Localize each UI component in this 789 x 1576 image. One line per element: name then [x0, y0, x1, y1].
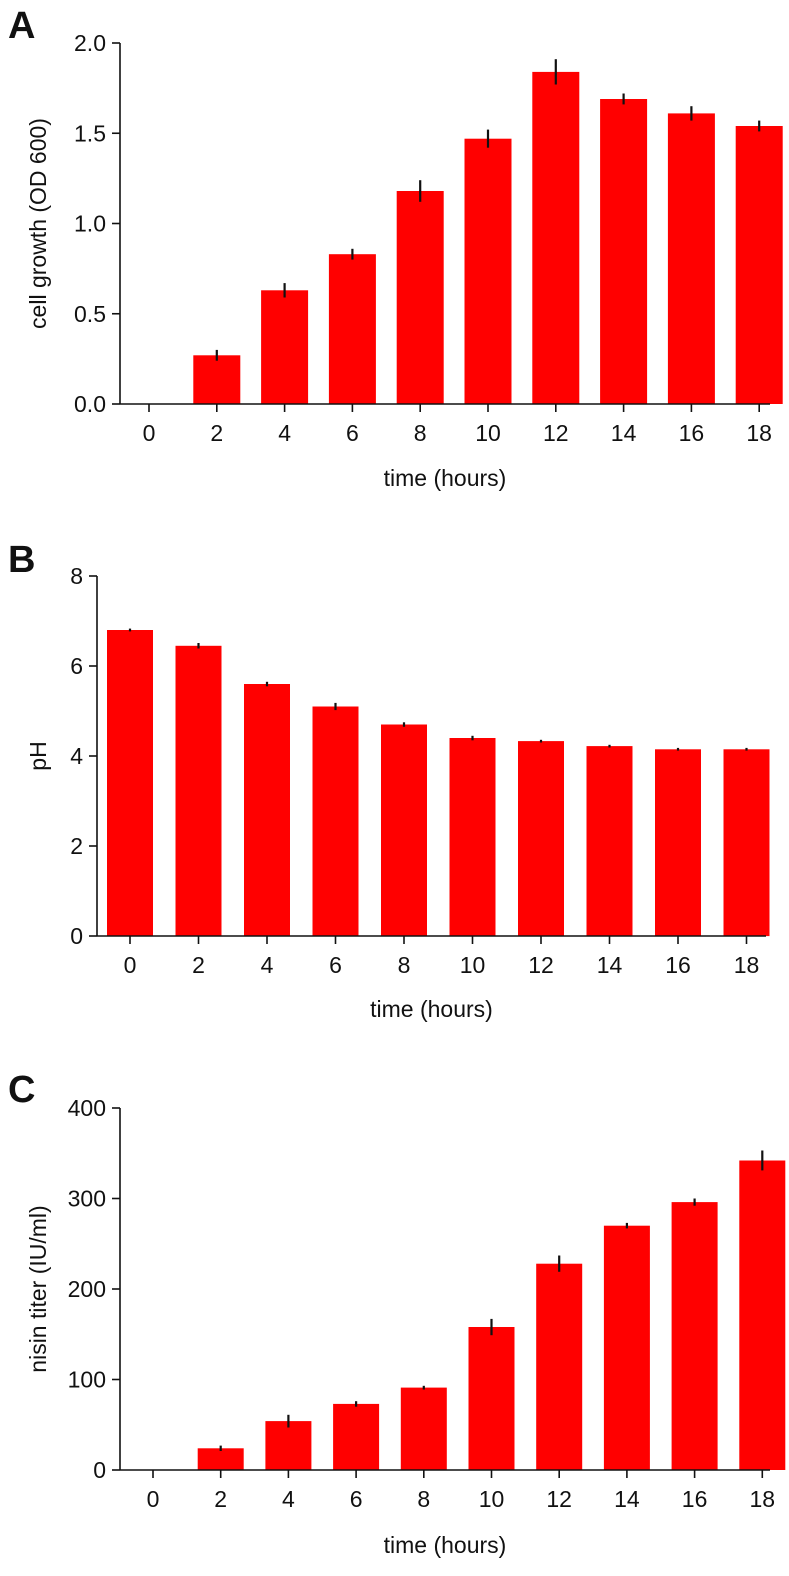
x-tick-label: 18: [750, 1486, 776, 1512]
x-tick-label: 4: [278, 420, 291, 446]
bar-12h: [536, 1263, 583, 1470]
x-tick-label: 16: [665, 952, 691, 978]
y-tick-label: 1.0: [74, 211, 106, 237]
panel-letter: B: [8, 539, 35, 581]
bar-10h: [449, 738, 496, 936]
bar-8h: [400, 1387, 447, 1470]
x-tick-label: 16: [682, 1486, 708, 1512]
x-tick-label: 18: [734, 952, 760, 978]
bar-6h: [333, 1403, 380, 1470]
bar-16h: [655, 749, 701, 937]
bar-16h: [667, 113, 715, 405]
y-axis-title: cell growth (OD 600): [25, 118, 51, 329]
x-tick-label: 0: [143, 420, 156, 446]
x-tick-label: 8: [417, 1486, 430, 1512]
bar-8h: [381, 724, 427, 936]
x-tick-label: 16: [679, 420, 705, 446]
bar-18h: [735, 126, 783, 404]
bar-2h: [193, 355, 241, 404]
panel-c: C 0 100 200 300 400 0 2 4 6 8 10 12 14 16 18 time (hours…: [8, 1069, 786, 1558]
bar-14h: [600, 99, 648, 404]
y-axis-title: nisin titer (IU/ml): [25, 1205, 51, 1372]
panel-b: B 0 2 4 6 8 0 2 4 6 8 10 12 14 16 18 time (hours) pH: [8, 539, 770, 1022]
bar-4h: [261, 290, 309, 404]
x-tick-label: 12: [546, 1486, 572, 1512]
bar-8h: [396, 191, 444, 404]
x-tick-label: 18: [746, 420, 772, 446]
bar-10h: [464, 138, 512, 404]
x-tick-label: 2: [210, 420, 223, 446]
y-tick-label: 1.5: [74, 120, 106, 146]
y-tick-label: 2.0: [74, 30, 106, 56]
bar-4h: [244, 684, 290, 936]
x-tick-label: 8: [398, 952, 411, 978]
x-axis-title: time (hours): [384, 1532, 507, 1558]
panel-letter: A: [8, 5, 35, 47]
bar-14h: [586, 746, 633, 936]
bar-4h: [265, 1421, 312, 1470]
y-tick-label: 2: [70, 833, 83, 859]
y-tick-label: 0.5: [74, 301, 106, 327]
bar-14h: [603, 1225, 650, 1470]
y-axis-title: pH: [25, 741, 51, 770]
x-tick-label: 10: [475, 420, 501, 446]
y-tick-label: 400: [68, 1095, 106, 1121]
bar-12h: [532, 71, 580, 405]
x-tick-label: 2: [214, 1486, 227, 1512]
x-tick-label: 0: [124, 952, 137, 978]
panel-a: A 0.0 0.5 1.0 1.5 2.0 0 2 4 6 8 10 12 14 16 18 time (hou…: [8, 5, 783, 491]
x-tick-label: 12: [543, 420, 569, 446]
x-tick-label: 6: [346, 420, 359, 446]
y-tick-label: 300: [68, 1186, 106, 1212]
bar-18h: [723, 749, 770, 937]
y-tick-label: 200: [68, 1276, 106, 1302]
bar-12h: [518, 741, 564, 936]
x-tick-label: 14: [614, 1486, 640, 1512]
bar-2h: [197, 1448, 244, 1470]
x-tick-label: 12: [528, 952, 554, 978]
bar-16h: [671, 1202, 718, 1470]
x-tick-label: 8: [414, 420, 427, 446]
x-tick-label: 2: [192, 952, 205, 978]
bar-2h: [175, 645, 222, 937]
y-tick-label: 0: [70, 923, 83, 949]
x-tick-label: 14: [611, 420, 637, 446]
bar-0h: [107, 630, 153, 936]
bar-18h: [739, 1160, 786, 1470]
x-tick-label: 6: [350, 1486, 363, 1512]
x-tick-label: 4: [282, 1486, 295, 1512]
y-tick-label: 100: [68, 1367, 106, 1393]
y-tick-label: 8: [70, 563, 83, 589]
x-tick-label: 14: [597, 952, 623, 978]
panel-letter: C: [8, 1069, 35, 1111]
x-tick-label: 10: [479, 1486, 505, 1512]
x-axis-title: time (hours): [370, 996, 493, 1022]
y-tick-label: 4: [70, 743, 83, 769]
x-tick-label: 0: [147, 1486, 160, 1512]
bar-6h: [328, 254, 376, 404]
bar-6h: [312, 706, 359, 936]
bar-10h: [468, 1327, 515, 1470]
x-axis-title: time (hours): [384, 465, 507, 491]
x-tick-label: 4: [261, 952, 274, 978]
x-tick-label: 6: [329, 952, 342, 978]
x-tick-label: 10: [460, 952, 486, 978]
y-tick-label: 0: [93, 1457, 106, 1483]
y-tick-label: 0.0: [74, 391, 106, 417]
y-tick-label: 6: [70, 653, 83, 679]
